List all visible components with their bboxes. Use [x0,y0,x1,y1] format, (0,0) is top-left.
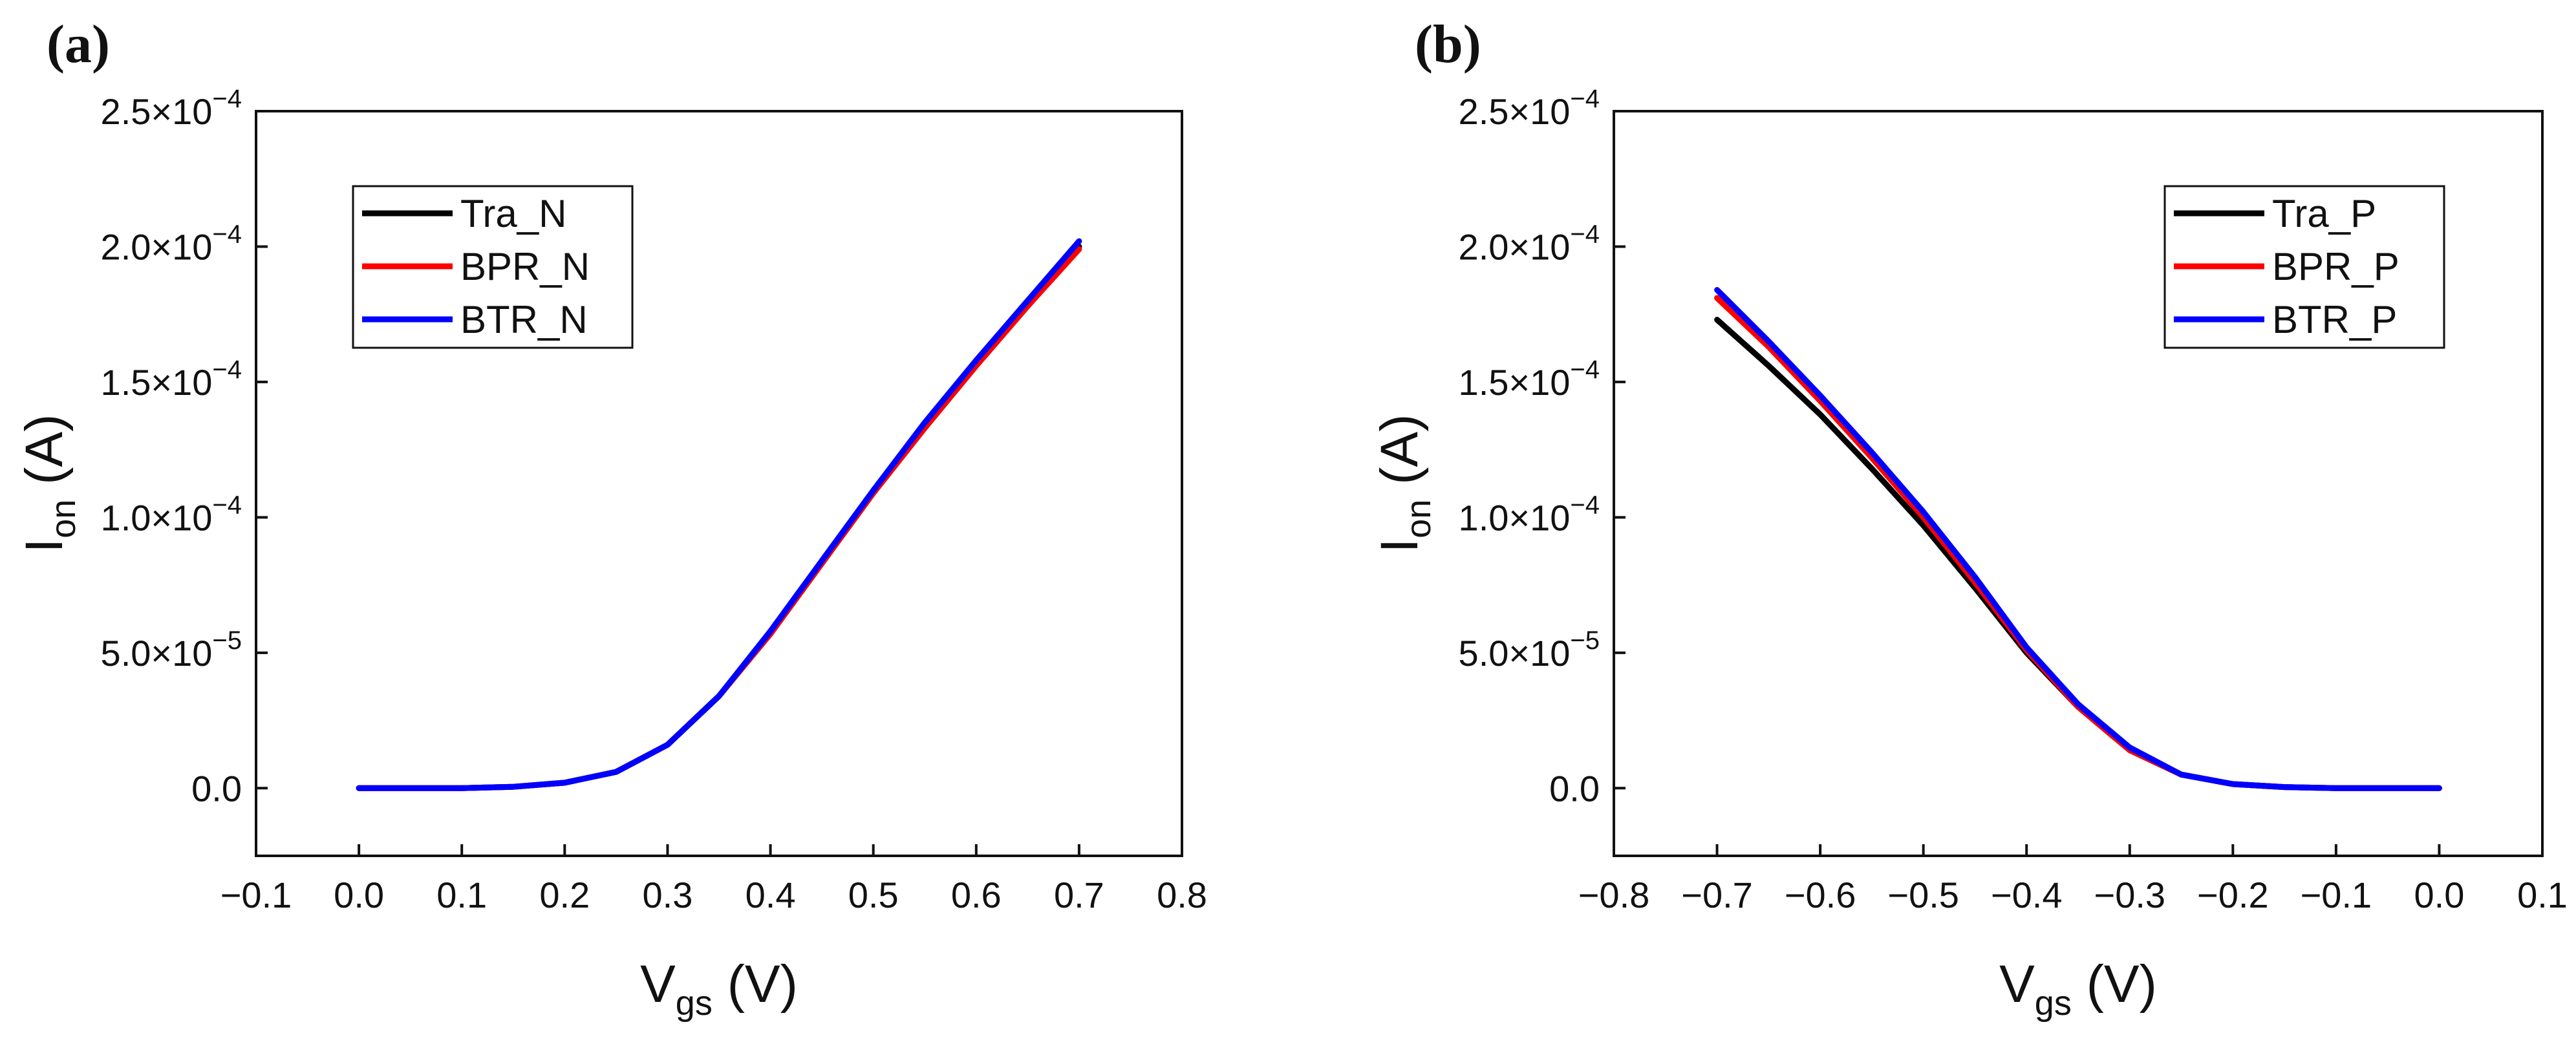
x-tick-label: −0.1 [2301,875,2372,915]
x-tick-label: 0.7 [1054,875,1104,915]
y-tick-label: 1.0×10−4 [101,491,242,538]
x-tick-label: −0.8 [1578,875,1650,915]
y-tick-label: 1.5×10−4 [101,356,242,403]
y-tick-label: 1.0×10−4 [1459,491,1600,538]
chart-b-legend: Tra_P BPR_P BTR_P [2163,185,2445,349]
y-tick-label: 2.0×10−4 [101,220,242,267]
chart-b-ticks: −0.8 −0.7 −0.6 −0.5 −0.4 −0.3 −0.2 −0.1 0.0 0.1 0.… [1459,85,2568,915]
series-line-tra-p [1714,317,2442,791]
y-tick-label: 5.0×10−5 [101,626,242,674]
legend-label-bpr-n: BPR_N [460,245,590,288]
legend-label-bpr-p: BPR_P [2272,245,2399,288]
x-tick-label: 0.0 [2414,875,2465,915]
x-tick-label: −0.7 [1681,875,1753,915]
chart-b: (b) −0.8 −0.7 −0.6 −0.5 −0.4 −0.3 −0.2 −0.1 0.0 0… [1370,14,2568,1023]
y-tick-label: 2.0×10−4 [1459,220,1600,267]
y-tick-label: 2.5×10−4 [101,85,242,132]
x-tick-label: 0.8 [1157,875,1207,915]
chart-b-lines [1714,287,2442,791]
y-tick-label: 0.0 [191,768,242,809]
chart-b-x-axis-title: Vgs (V) [1999,955,2157,1023]
x-tick-label: −0.4 [1991,875,2063,915]
chart-a-lines [356,238,1082,791]
panel-label-a: (a) [47,14,110,74]
x-tick-label: −0.2 [2197,875,2269,915]
legend-label-btr-p: BTR_P [2272,298,2397,341]
x-tick-label: 0.1 [2517,875,2568,915]
legend-label-tra-p: Tra_P [2272,192,2376,235]
series-line-bpr-p [1714,295,2442,791]
chart-a-plot-frame [255,110,1183,857]
y-tick-label: 5.0×10−5 [1459,626,1600,674]
series-line-btr-n [356,238,1082,791]
legend-label-tra-n: Tra_N [460,192,566,235]
chart-a-y-axis-title: Ion (A) [15,414,83,553]
x-tick-label: −0.5 [1887,875,1959,915]
chart-a-ticks: −0.1 0.0 0.1 0.2 0.3 0.4 0.5 0.6 0.7 0.8 0.0 5.0×10… [101,85,1207,915]
x-tick-label: 0.1 [436,875,487,915]
y-tick-label: 2.5×10−4 [1459,85,1600,132]
x-tick-label: 0.0 [334,875,384,915]
x-tick-label: 0.2 [539,875,590,915]
y-tick-label: 0.0 [1549,768,1600,809]
x-tick-label: 0.6 [951,875,1002,915]
x-tick-label: −0.3 [2094,875,2165,915]
series-line-btr-p [1714,287,2442,791]
legend-label-btr-n: BTR_N [460,298,588,341]
x-tick-label: 0.4 [746,875,796,915]
panel-label-b: (b) [1415,14,1481,74]
chart-b-plot-frame [1613,110,2544,857]
chart-a: (a) −0.1 0.0 0.1 0.2 0.3 0.4 0.5 0.6 0.7 0.8 0.0 5.… [15,14,1207,1023]
x-tick-label: −0.6 [1785,875,1856,915]
chart-a-x-axis-title: Vgs (V) [640,955,798,1023]
x-tick-label: 0.5 [848,875,899,915]
x-tick-label: −0.1 [220,875,292,915]
x-tick-label: 0.3 [643,875,693,915]
chart-a-legend: Tra_N BPR_N BTR_N [352,185,634,349]
y-tick-label: 1.5×10−4 [1459,356,1600,403]
chart-b-y-axis-title: Ion (A) [1370,414,1438,553]
